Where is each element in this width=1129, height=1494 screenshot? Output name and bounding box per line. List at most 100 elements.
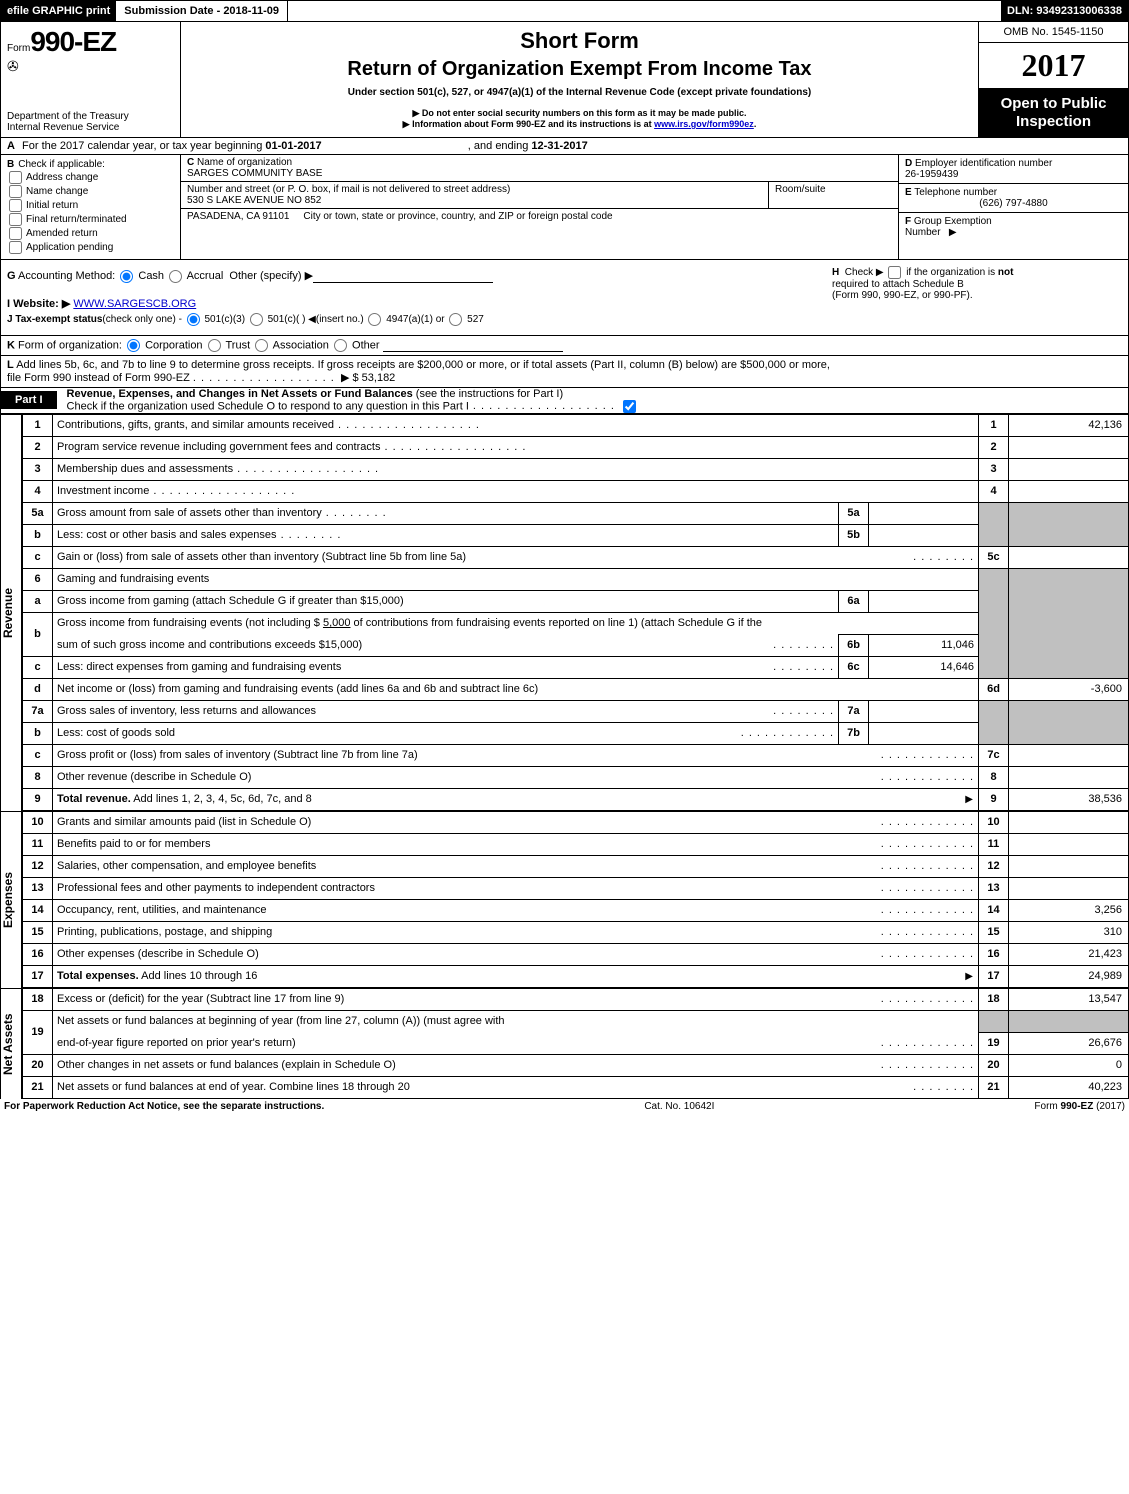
short-form-title: Short Form [187,28,972,54]
org-city: PASADENA, CA 91101 [187,211,289,222]
info-link[interactable]: www.irs.gov/form990ez [654,119,754,129]
line-14: 14Occupancy, rent, utilities, and mainte… [23,899,1129,921]
chk-schedule-b[interactable] [888,266,901,279]
dept-line2: Internal Revenue Service [7,122,174,133]
line-10: 10Grants and similar amounts paid (list … [23,811,1129,833]
revenue-section: Revenue 1Contributions, gifts, grants, a… [0,414,1129,811]
radio-501c[interactable] [250,313,263,326]
line-6: 6Gaming and fundraising events [23,568,1129,590]
line-5b: bLess: cost or other basis and sales exp… [23,524,1129,546]
website-link[interactable]: WWW.SARGESCB.ORG [73,298,196,310]
org-name: SARGES COMMUNITY BASE [187,168,322,179]
line-21: 21Net assets or fund balances at end of … [23,1076,1129,1098]
line-11: 11Benefits paid to or for members11 [23,833,1129,855]
line-16: 16Other expenses (describe in Schedule O… [23,943,1129,965]
line-15: 15Printing, publications, postage, and s… [23,921,1129,943]
line-l: L Add lines 5b, 6c, and 7b to line 9 to … [0,356,1129,388]
radio-association[interactable] [255,339,268,352]
line-6c: cLess: direct expenses from gaming and f… [23,656,1129,678]
line-7c: cGross profit or (loss) from sales of in… [23,744,1129,766]
submission-date: Submission Date - 2018-11-09 [116,1,288,21]
room-suite: Room/suite [768,182,898,208]
expenses-side-label: Expenses [0,811,22,988]
top-bar: efile GRAPHIC print Submission Date - 20… [0,0,1129,22]
line-13: 13Professional fees and other payments t… [23,877,1129,899]
line-6b-2: sum of such gross income and contributio… [23,634,1129,656]
paperwork-notice: For Paperwork Reduction Act Notice, see … [4,1101,324,1112]
net-assets-section: Net Assets 18Excess or (deficit) for the… [0,988,1129,1099]
under-section: Under section 501(c), 527, or 4947(a)(1)… [187,87,972,98]
line-18: 18Excess or (deficit) for the year (Subt… [23,988,1129,1010]
gross-receipts: $ 53,182 [352,372,395,384]
line-4: 4Investment income4 [23,480,1129,502]
revenue-side-label: Revenue [0,414,22,811]
form-header: Form 990-EZ ✇ Department of the Treasury… [0,22,1129,138]
line-g: G Accounting Method: Cash Accrual Other … [7,269,832,283]
radio-trust[interactable] [208,339,221,352]
line-5a: 5aGross amount from sale of assets other… [23,502,1129,524]
dept-line1: Department of the Treasury [7,111,174,122]
line-3: 3Membership dues and assessments3 [23,458,1129,480]
radio-527[interactable] [449,313,462,326]
dln-badge: DLN: 93492313006338 [1001,1,1128,21]
page-footer: For Paperwork Reduction Act Notice, see … [0,1099,1129,1114]
expenses-table: 10Grants and similar amounts paid (list … [22,811,1129,988]
line-6a: aGross income from gaming (attach Schedu… [23,590,1129,612]
chk-address-change[interactable] [9,171,22,184]
line-h: H Check ▶ if the organization is not req… [832,266,1122,329]
line-20: 20Other changes in net assets or fund ba… [23,1054,1129,1076]
part1-header: Part I Revenue, Expenses, and Changes in… [0,388,1129,414]
line-17: 17Total expenses. Add lines 10 through 1… [23,965,1129,987]
line-19-2: end-of-year figure reported on prior yea… [23,1032,1129,1054]
tax-year: 2017 [979,43,1128,89]
chk-final-return[interactable] [9,213,22,226]
line-9: 9Total revenue. Add lines 1, 2, 3, 4, 5c… [23,788,1129,810]
org-address: 530 S LAKE AVENUE NO 852 [187,195,321,206]
radio-4947[interactable] [368,313,381,326]
return-title: Return of Organization Exempt From Incom… [187,58,972,81]
line-2: 2Program service revenue including gover… [23,436,1129,458]
netassets-table: 18Excess or (deficit) for the year (Subt… [22,988,1129,1099]
line-7a: 7aGross sales of inventory, less returns… [23,700,1129,722]
telephone: (626) 797-4880 [905,198,1122,209]
ghij-block: G Accounting Method: Cash Accrual Other … [0,260,1129,336]
ein-value: 26-1959439 [905,169,958,180]
line-12: 12Salaries, other compensation, and empl… [23,855,1129,877]
line-k: K Form of organization: Corporation Trus… [0,336,1129,356]
line-i: I Website: ▶ WWW.SARGESCB.ORG [7,297,832,310]
section-def: D Employer identification number 26-1959… [898,155,1128,259]
chk-application-pending[interactable] [9,241,22,254]
radio-other[interactable] [334,339,347,352]
line-1: 1Contributions, gifts, grants, and simil… [23,414,1129,436]
form-ref: Form 990-EZ (2017) [1034,1101,1125,1112]
chk-initial-return[interactable] [9,199,22,212]
line-a: A For the 2017 calendar year, or tax yea… [0,138,1129,155]
section-b: BCheck if applicable: Address change Nam… [1,155,181,259]
irs-eagle-icon: ✇ [7,58,174,75]
line-8: 8Other revenue (describe in Schedule O)8 [23,766,1129,788]
line-6d: dNet income or (loss) from gaming and fu… [23,678,1129,700]
revenue-table: 1Contributions, gifts, grants, and simil… [22,414,1129,811]
form-number: 990-EZ [30,26,116,58]
radio-accrual[interactable] [169,270,182,283]
radio-corporation[interactable] [127,339,140,352]
omb-number: OMB No. 1545-1150 [979,22,1128,43]
chk-amended-return[interactable] [9,227,22,240]
efile-badge: efile GRAPHIC print [1,1,116,21]
open-to-public: Open to Public Inspection [979,89,1128,137]
line-j: J Tax-exempt status(check only one) - 50… [7,313,832,326]
cat-no: Cat. No. 10642I [644,1101,714,1112]
line-19-1: 19Net assets or fund balances at beginni… [23,1010,1129,1032]
chk-schedule-o[interactable] [623,400,636,413]
ssn-warning: Do not enter social security numbers on … [187,108,972,119]
chk-name-change[interactable] [9,185,22,198]
line-6b-1: bGross income from fundraising events (n… [23,612,1129,634]
entity-block: BCheck if applicable: Address change Nam… [0,155,1129,260]
info-line: Information about Form 990-EZ and its in… [187,119,972,130]
netassets-side-label: Net Assets [0,988,22,1099]
line-7b: bLess: cost of goods sold7b [23,722,1129,744]
radio-cash[interactable] [120,270,133,283]
form-word: Form [7,43,30,54]
radio-501c3[interactable] [187,313,200,326]
line-5c: cGain or (loss) from sale of assets othe… [23,546,1129,568]
